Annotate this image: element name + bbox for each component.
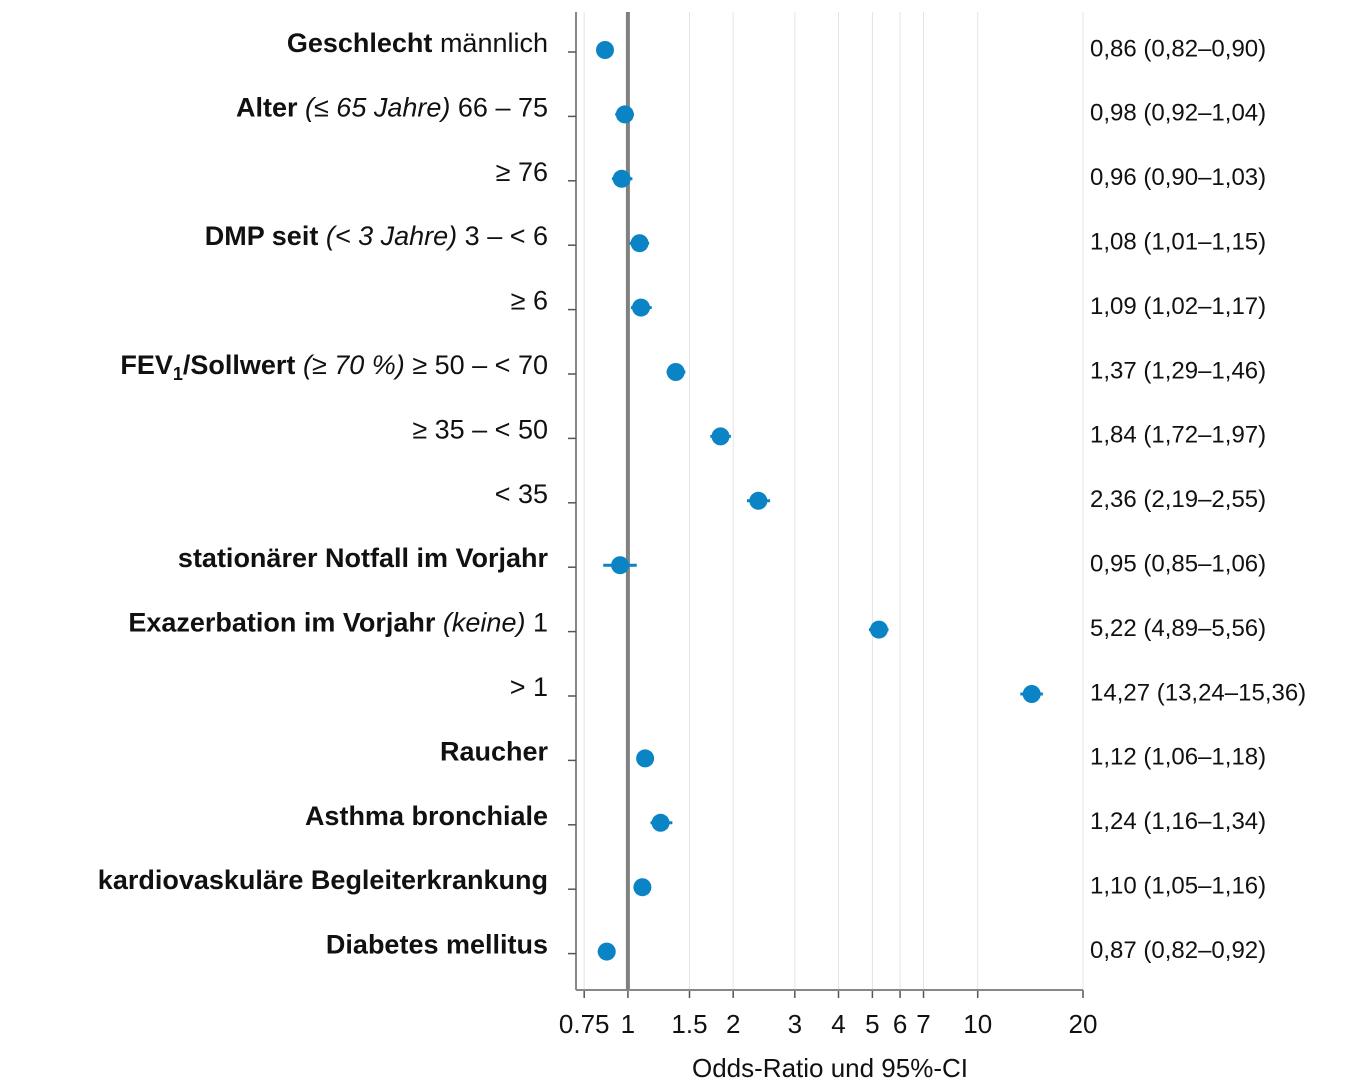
row-label: Alter (≤ 65 Jahre) 66 – 75 [236,93,548,123]
row-label: stationärer Notfall im Vorjahr [178,543,549,573]
row-label-group: Asthma bronchiale [305,801,548,831]
x-tick-label: 10 [963,1009,992,1039]
x-axis-title: Odds-Ratio und 95%-CI [692,1053,968,1083]
value-label: 1,08 (1,01–1,15) [1090,229,1266,256]
odds-ratio-point [711,427,730,446]
odds-ratio-point [869,620,888,639]
row-label-group: Alter [236,93,298,123]
odds-ratio-point [611,556,630,575]
row-label: ≥ 6 [511,286,548,316]
row-label-group: FEV [120,350,173,380]
row-label: Asthma bronchiale [305,801,548,831]
value-label: 1,10 (1,05–1,16) [1090,873,1266,900]
row-label-level: ≥ 6 [511,286,548,316]
value-label: 5,22 (4,89–5,56) [1090,615,1266,642]
x-tick-label: 20 [1069,1009,1098,1039]
odds-ratio-point [666,363,685,381]
odds-ratio-point [749,491,768,510]
row-label-reference: (≤ 65 Jahre) [305,93,450,123]
row-label: ≥ 76 [496,157,548,187]
row-label: Exazerbation im Vorjahr (keine) 1 [128,608,548,638]
row-label: < 35 [495,479,548,509]
value-label: 1,09 (1,02–1,17) [1090,293,1266,320]
row-label: Geschlecht männlich [287,28,548,58]
row-label-level: 66 – 75 [458,93,548,123]
row-label-group-rest: /Sollwert [183,350,296,380]
value-label: 0,95 (0,85–1,06) [1090,551,1266,578]
odds-ratio-point [631,298,650,317]
row-label-group: kardiovaskuläre Begleiterkrankung [98,865,548,895]
x-tick-label: 2 [726,1009,740,1039]
row-label-reference: (keine) [443,608,526,638]
odds-ratio-point [651,813,670,832]
value-label: 14,27 (13,24–15,36) [1090,679,1306,706]
x-tick-label: 1 [621,1009,635,1039]
value-label: 1,37 (1,29–1,46) [1090,357,1266,384]
row-label: Raucher [440,737,549,767]
value-label: 0,96 (0,90–1,03) [1090,164,1266,191]
odds-ratio-point [615,105,634,124]
x-tick-label: 7 [916,1009,930,1039]
x-tick-label: 1.5 [671,1009,707,1039]
value-label: 0,87 (0,82–0,92) [1090,937,1266,964]
row-label-level: männlich [440,28,548,58]
row-label-level: ≥ 50 – < 70 [412,350,548,380]
row-label: kardiovaskuläre Begleiterkrankung [98,865,548,895]
odds-ratio-point [1022,685,1041,703]
row-label-group-sub: 1 [173,364,183,384]
row-label-level: ≥ 76 [496,157,548,187]
value-label: 2,36 (2,19–2,55) [1090,486,1266,513]
row-label-level: 3 – < 6 [465,221,548,251]
row-label-level: > 1 [510,672,548,702]
value-label: 0,86 (0,82–0,90) [1090,35,1266,62]
row-label-group: stationärer Notfall im Vorjahr [178,543,549,573]
value-label: 1,84 (1,72–1,97) [1090,422,1266,449]
row-label: ≥ 35 – < 50 [412,415,548,445]
row-label-group: Raucher [440,737,549,767]
x-tick-label: 0.75 [559,1009,610,1039]
row-label: DMP seit (< 3 Jahre) 3 – < 6 [205,221,548,251]
row-label-level: < 35 [495,479,548,509]
row-label-level: ≥ 35 – < 50 [412,415,548,445]
value-label: 1,24 (1,16–1,34) [1090,808,1266,835]
row-label-reference: (< 3 Jahre) [326,221,457,251]
row-label: > 1 [510,672,548,702]
row-label-reference: (≥ 70 %) [303,350,405,380]
row-label: Diabetes mellitus [326,930,548,960]
row-label-group: Geschlecht [287,28,433,58]
row-label-group: DMP seit [205,221,319,251]
row-label: FEV1/Sollwert (≥ 70 %) ≥ 50 – < 70 [120,350,548,384]
value-label: 0,98 (0,92–1,04) [1090,100,1266,127]
value-label: 1,12 (1,06–1,18) [1090,744,1266,771]
odds-ratio-point [597,942,616,961]
row-label-group: Diabetes mellitus [326,930,548,960]
odds-ratio-point [636,749,655,768]
x-tick-label: 4 [831,1009,845,1039]
x-tick-label: 6 [893,1009,907,1039]
odds-ratio-point [612,169,631,188]
row-label-level: 1 [533,608,548,638]
odds-ratio-point [633,878,652,897]
x-tick-label: 3 [788,1009,802,1039]
x-tick-label: 5 [865,1009,879,1039]
row-label-group: Exazerbation im Vorjahr [128,608,436,638]
odds-ratio-point [630,234,649,253]
odds-ratio-point [595,41,614,59]
